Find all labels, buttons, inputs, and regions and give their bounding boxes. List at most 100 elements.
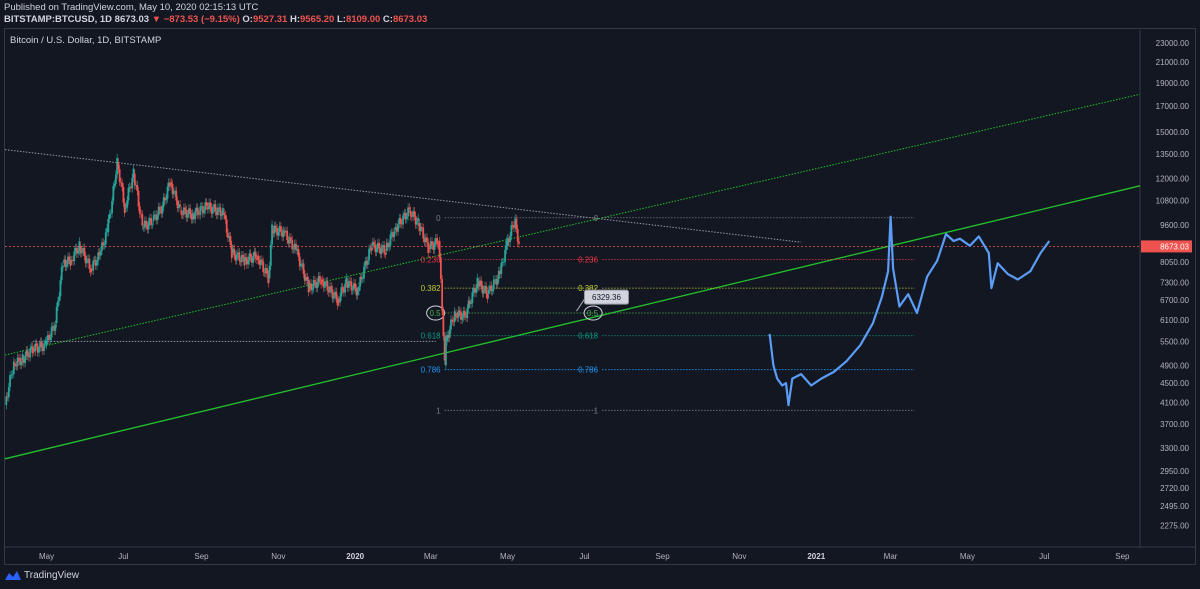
candle-body [423, 238, 426, 243]
candle-body [26, 350, 29, 356]
candle-body [272, 229, 275, 234]
candle-body [443, 336, 446, 361]
candle-body [414, 215, 417, 225]
candle-body [392, 232, 394, 238]
candle-body [471, 292, 474, 304]
candle-body [291, 239, 294, 250]
candle-body [258, 260, 261, 265]
candle-body [20, 361, 23, 365]
y-tick-label: 15000.00 [1156, 128, 1190, 137]
close-value: 8673.03 [392, 14, 428, 25]
tradingview-logo[interactable]: TradingView [5, 570, 79, 581]
candle-body [146, 225, 149, 230]
candle-body [477, 282, 480, 287]
candle-body [63, 259, 66, 264]
candle-body [460, 311, 462, 320]
candle-body [83, 247, 86, 257]
candle-body [193, 214, 195, 220]
y-tick-label: 7300.00 [1160, 278, 1189, 287]
candle-body [220, 215, 223, 216]
candle-body [119, 181, 122, 183]
candle-body [382, 245, 384, 248]
candle-body [327, 290, 330, 293]
candle-body [14, 363, 16, 366]
candle-body [108, 214, 111, 219]
y-tick-label: 10800.00 [1156, 197, 1190, 206]
candle-body [402, 215, 404, 225]
candle-body [276, 228, 278, 236]
candle-body [249, 253, 252, 258]
candle-body [321, 279, 324, 282]
candle-body [154, 214, 156, 216]
candle-body [194, 211, 197, 220]
candle-body [238, 252, 241, 261]
candle-body [426, 237, 428, 243]
candle-body [233, 248, 236, 256]
candle-body [358, 286, 360, 292]
candle-body [11, 373, 14, 375]
candle-body [269, 244, 272, 266]
candle-body [175, 190, 178, 201]
high-value: 9565.20 [299, 14, 335, 25]
candle-body [170, 182, 173, 185]
candle-body [296, 249, 299, 251]
candle-body [379, 248, 382, 254]
candle-body [369, 247, 372, 249]
candle-body [263, 272, 266, 273]
candle-body [388, 245, 391, 248]
candle-body [513, 225, 515, 228]
candle-body [360, 276, 363, 280]
fib-level-label: 0.5 [430, 309, 442, 318]
annotation-pointer [576, 298, 585, 312]
candle-body [397, 224, 399, 232]
candle-body [195, 207, 198, 212]
symbol-ohlc-bar: BITSTAMP:BTCUSD, 1D 8673.03 ▼ −873.53 (−… [4, 14, 427, 26]
x-tick-label: Nov [271, 552, 285, 561]
candle-body [356, 290, 359, 296]
candle-body [468, 300, 471, 305]
y-tick-label: 2495.00 [1160, 502, 1189, 511]
candle-body [496, 279, 499, 285]
candle-body [135, 184, 137, 186]
candle-body [421, 226, 423, 228]
candle-body [332, 296, 335, 299]
candle-body [366, 260, 369, 265]
candle-body [456, 316, 459, 318]
candle-body [432, 245, 435, 250]
candle-body [346, 282, 349, 288]
open-value: 9527.31 [252, 14, 288, 25]
chart-pane[interactable] [4, 28, 1196, 565]
candle-body [506, 238, 509, 246]
candle-body [410, 216, 413, 218]
candle-body [344, 283, 347, 293]
candle-body [253, 251, 256, 257]
candle-body [373, 241, 375, 245]
candle-body [247, 260, 250, 265]
candle-body [500, 262, 503, 274]
candle-body [507, 238, 510, 243]
candle-body [185, 209, 188, 218]
x-tick-label: Mar [884, 552, 898, 561]
fib-level-label: 0 [436, 214, 441, 223]
candle-body [150, 218, 153, 225]
candle-body [499, 270, 501, 275]
candle-body [375, 248, 378, 253]
candle-body [209, 202, 212, 208]
price-change: −873.53 (−9.15%) [163, 14, 240, 25]
candle-body [353, 283, 355, 290]
candle-body [502, 261, 505, 263]
candle-body [48, 335, 50, 340]
candle-body [461, 317, 464, 320]
fib-level-label: 1 [594, 406, 599, 415]
candle-body [365, 261, 368, 265]
candle-body [242, 255, 244, 258]
candle-body [485, 285, 488, 294]
tradingview-brand: TradingView [24, 570, 80, 581]
candle-body [331, 289, 334, 299]
x-tick-label: May [500, 552, 515, 561]
fib-highlight-circle [583, 305, 603, 321]
y-tick-label: 4100.00 [1160, 399, 1189, 408]
candle-body [395, 227, 398, 232]
candle-body [222, 207, 224, 216]
